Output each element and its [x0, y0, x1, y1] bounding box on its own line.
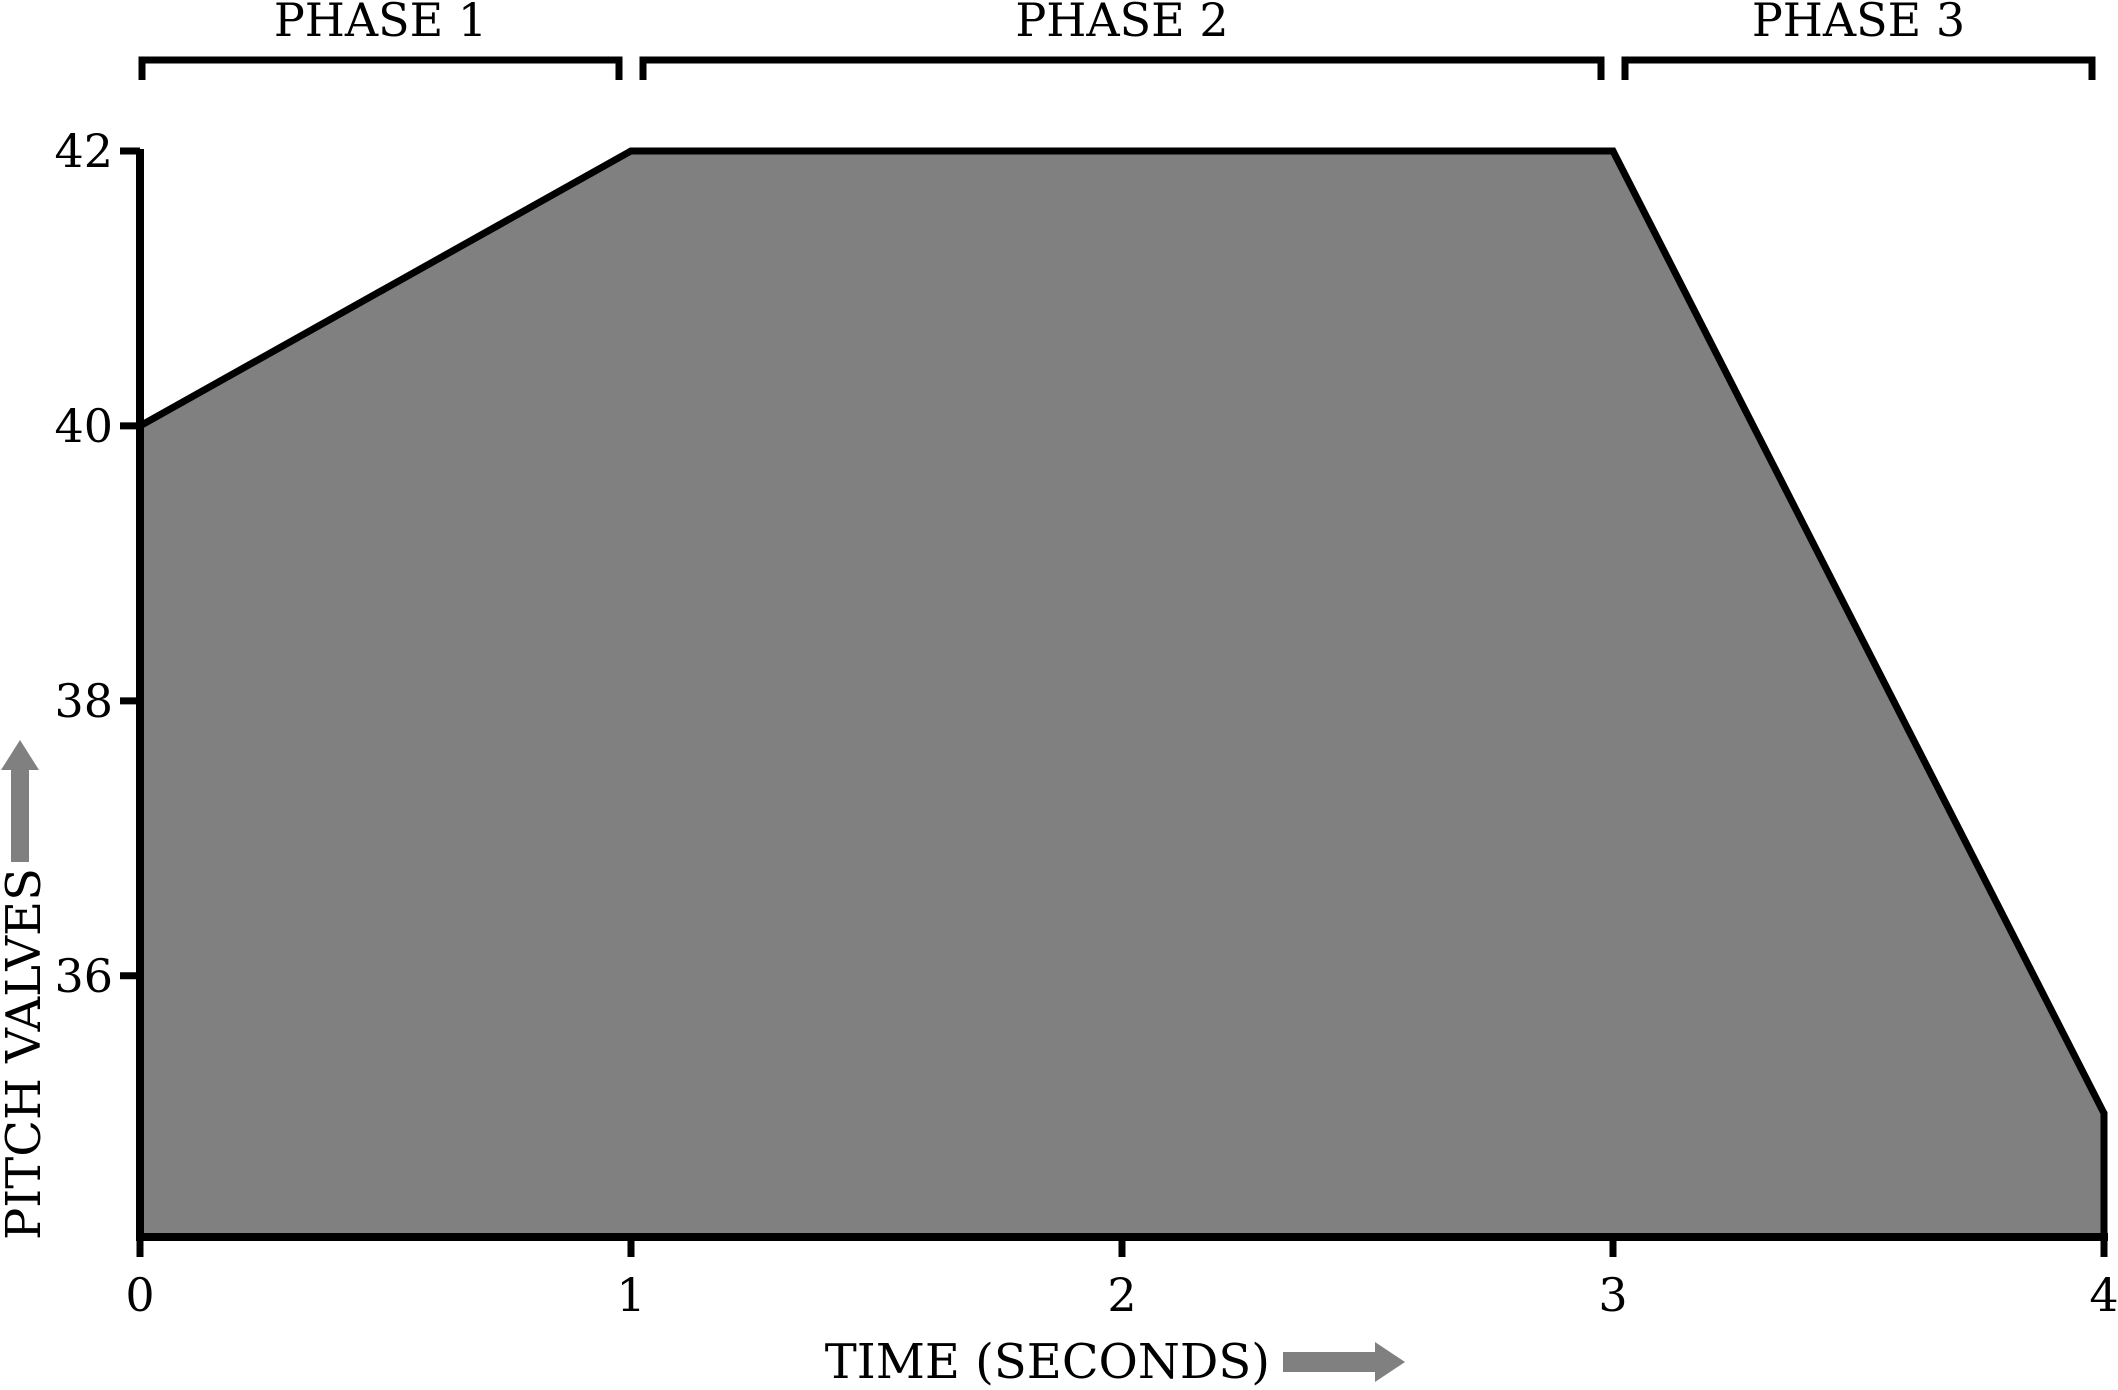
y-axis-title: PITCH VALVES — [0, 868, 52, 1240]
y-tick-label: 42 — [54, 124, 113, 178]
data-point-3 — [2100, 1109, 2108, 1117]
x-tick-label: 3 — [1598, 1268, 1627, 1322]
phase-bracket-1 — [138, 56, 623, 80]
phase-label-1: PHASE 1 — [274, 0, 487, 47]
x-axis-arrow-icon — [1283, 1342, 1405, 1382]
y-tick-label: 38 — [54, 674, 113, 728]
x-tick-label: 0 — [125, 1268, 154, 1322]
phase-brackets: PHASE 1 PHASE 2 PHASE 3 — [138, 0, 2096, 80]
data-point-1 — [627, 147, 635, 155]
x-tick-label: 4 — [2089, 1268, 2118, 1322]
axes: 36 38 40 42 0 1 2 3 4 — [54, 124, 2118, 1322]
x-tick-label: 2 — [1107, 1268, 1136, 1322]
series-area-0 — [136, 147, 2108, 1241]
phase-bracket-3 — [1621, 56, 2096, 80]
y-axis-arrow-icon — [1, 740, 39, 862]
phase-label-3: PHASE 3 — [1752, 0, 1965, 47]
phase-label-2: PHASE 2 — [1015, 0, 1228, 47]
x-axis-title: TIME (SECONDS) — [825, 1334, 1270, 1390]
y-tick-label: 40 — [54, 399, 113, 453]
y-tick-label: 36 — [54, 949, 113, 1003]
data-point-2 — [1609, 147, 1617, 155]
x-tick-label: 1 — [616, 1268, 645, 1322]
phase-bracket-2 — [639, 56, 1605, 80]
plot-area — [136, 147, 2108, 1241]
